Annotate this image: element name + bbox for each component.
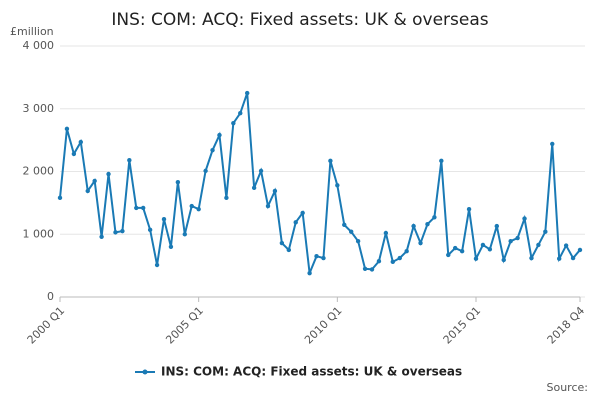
data-point [446,252,451,258]
x-tick-label: 2000 Q1 [25,304,68,347]
data-point [529,255,534,261]
data-point [175,179,181,185]
y-axis-label: £million [10,25,54,38]
x-tick-label: 2005 Q1 [163,304,206,347]
data-point [487,247,493,252]
data-point [168,244,174,249]
data-point [550,141,555,147]
data-point [78,139,84,145]
data-point [570,255,576,261]
data-point [258,168,264,174]
data-point [189,203,194,209]
data-point [480,242,486,248]
y-tick-label: 1 000 [23,227,55,240]
data-point [210,147,215,153]
data-point [203,168,208,174]
data-point [113,230,118,235]
data-point [349,229,354,234]
data-point [418,240,423,246]
data-point [473,256,479,261]
data-point [92,178,97,184]
data-point [432,215,437,220]
data-point [321,255,326,261]
data-point [251,185,257,191]
data-point [411,223,416,229]
data-point [64,126,70,132]
data-point [563,243,569,248]
data-point [355,238,361,244]
source: Source: [547,381,589,394]
data-point [272,188,278,194]
data-point [508,238,513,244]
data-point [217,132,222,138]
data-point [141,205,146,211]
y-tick-label: 2 000 [23,165,55,178]
data-point [106,171,111,177]
x-tick-label: 2010 Q1 [302,304,345,347]
data-point [383,230,389,236]
data-point [362,266,368,271]
data-point [522,216,527,221]
series-line [59,92,581,274]
data-point [71,151,77,157]
data-point [453,245,458,251]
data-point [425,222,430,227]
legend-marker [142,369,148,375]
data-point [134,205,139,211]
data-point [494,223,499,229]
data-point [515,235,520,241]
data-point [307,270,312,276]
data-point [369,267,375,272]
data-point [439,158,444,164]
chart-title: INS: COM: ACQ: Fixed assets: UK & overse… [111,10,488,30]
data-point [501,257,506,263]
data-point [314,254,319,259]
data-point [238,110,243,116]
data-point [57,195,63,201]
data-point [536,242,541,248]
data-point [147,227,153,233]
data-point [127,158,132,163]
data-point [557,256,562,261]
legend-label: INS: COM: ACQ: Fixed assets: UK & overse… [161,365,462,379]
y-tick-label: 0 [47,290,54,303]
data-point [397,255,402,261]
x-tick-label: 2015 Q1 [441,304,484,347]
data-point [154,262,160,268]
data-point [265,203,271,209]
data-point [459,248,465,254]
data-point [182,232,187,237]
data-point [99,234,104,239]
data-point [328,158,333,164]
data-point [286,247,291,253]
data-point [300,210,305,216]
data-point [577,247,583,253]
data-point [85,188,90,194]
data-point [376,259,382,264]
data-point [543,229,548,234]
data-point [342,222,347,228]
data-point [466,206,472,212]
x-tick-label: 2018 Q4 [545,304,588,347]
data-point [293,220,298,225]
data-point [335,183,340,188]
data-point [120,228,125,234]
y-tick-label: 4 000 [23,39,55,52]
data-point [404,248,409,254]
data-point [161,216,167,222]
data-point [390,259,395,265]
data-point [231,120,236,126]
data-point [245,90,250,96]
y-tick-label: 3 000 [23,102,55,115]
data-point [224,195,229,201]
data-point [196,206,201,212]
data-point [279,240,285,246]
